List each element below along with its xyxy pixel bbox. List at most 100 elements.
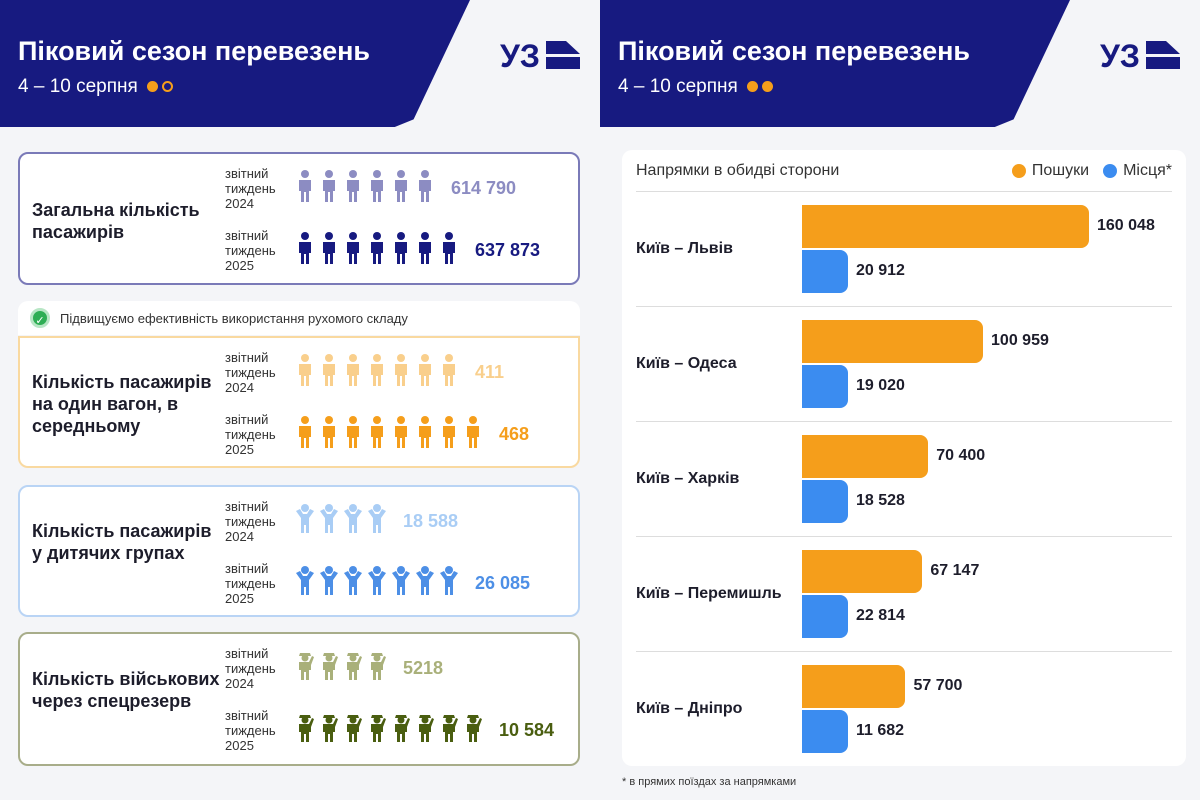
soldier-icon <box>299 715 314 742</box>
soldier-icon <box>323 715 338 742</box>
right-panel: Піковий сезон перевезень 4 – 10 серпня У… <box>600 0 1200 800</box>
soldier-icon <box>371 653 386 680</box>
chart-row: Київ – Львів 160 048 20 912 <box>636 191 1172 306</box>
icon-row <box>295 354 459 388</box>
header-banner <box>0 0 470 127</box>
soldier-icon <box>323 653 338 680</box>
card-title: Загальна кількість пасажирів <box>32 199 200 242</box>
stat-card: Кількість військових через спецрезерв зві… <box>18 632 580 766</box>
person-icon <box>419 354 431 386</box>
routes-chart: Напрямки в обидві сторони Пошуки Місця* … <box>622 150 1186 766</box>
period-label: звітний тиждень 2025 <box>225 561 276 606</box>
page-dot-active <box>762 81 774 93</box>
category-label: Київ – Перемишль <box>636 585 782 602</box>
soldier-icon <box>395 715 410 742</box>
bar-seats <box>802 480 848 523</box>
person-icon <box>323 416 335 448</box>
stat-value: 614 790 <box>451 178 517 198</box>
stat-value: 18 588 <box>403 511 459 531</box>
stat-value: 26 085 <box>475 573 531 593</box>
category-label: Київ – Львів <box>636 240 733 257</box>
check-icon: ✓ <box>30 308 50 328</box>
left-panel: Піковий сезон перевезень 4 – 10 серпня У… <box>0 0 580 766</box>
stat-card: Кількість пасажирів у дитячих групах звіт… <box>18 485 580 617</box>
person-icon <box>419 416 431 448</box>
icon-row <box>295 712 483 746</box>
efficiency-note: ✓ Підвищуємо ефективність використання ру… <box>18 301 580 335</box>
date-range: 4 – 10 серпня <box>18 76 174 98</box>
stat-value: 637 873 <box>475 240 541 260</box>
uz-logo-icon: УЗ <box>1100 38 1180 72</box>
page-title: Піковий сезон перевезень <box>618 36 971 66</box>
logo-text: УЗ <box>1100 38 1140 72</box>
period-label: звітний тиждень 2025 <box>225 708 276 753</box>
chart-row: Київ – Перемишль 67 147 22 814 <box>636 536 1172 651</box>
period-label: звітний тиждень 2024 <box>225 499 276 544</box>
legend-label: Місця* <box>1123 162 1172 179</box>
bar-value-label: 100 959 <box>991 332 1049 349</box>
soldier-icon <box>443 715 458 742</box>
person-icon <box>419 170 431 202</box>
bar-seats <box>802 250 848 293</box>
person-icon <box>371 232 383 264</box>
chart-row: Київ – Харків 70 400 18 528 <box>636 421 1172 536</box>
legend-item-searches: Пошуки <box>1008 162 1089 180</box>
bar-searches <box>802 550 923 593</box>
soldier-icon <box>299 653 314 680</box>
period-label: звітний тиждень 2025 <box>225 228 276 273</box>
category-label: Київ – Одеса <box>636 355 737 372</box>
person-icon <box>443 232 455 264</box>
legend-item-seats: Місця* <box>1099 162 1172 180</box>
person-icon <box>323 354 335 386</box>
stat-card: Кількість пасажирів на один вагон, в сер… <box>18 336 580 468</box>
person-icon <box>443 416 455 448</box>
date-range: 4 – 10 серпня <box>618 76 774 98</box>
chart-title: Напрямки в обидві сторони <box>636 162 840 179</box>
category-label: Київ – Харків <box>636 470 740 487</box>
chart-row: Київ – Одеса 100 959 19 020 <box>636 306 1172 421</box>
child-icon <box>320 566 338 595</box>
icon-row <box>295 650 387 684</box>
bar-seats <box>802 710 848 753</box>
bar-value-label: 20 912 <box>856 262 905 279</box>
legend: Пошуки Місця* <box>1008 162 1172 180</box>
header-banner <box>600 0 1070 127</box>
person-icon <box>299 354 311 386</box>
soldier-icon <box>467 715 482 742</box>
person-icon <box>299 170 311 202</box>
legend-swatch <box>1011 164 1026 178</box>
card-title: Кількість військових через спецрезерв <box>32 669 220 711</box>
bar-searches <box>802 205 1089 248</box>
child-icon <box>440 566 458 595</box>
bar-searches <box>802 665 906 708</box>
icon-row <box>295 416 483 450</box>
bar-value-label: 160 048 <box>1097 217 1155 234</box>
bar-seats <box>802 595 848 638</box>
page-title: Піковий сезон перевезень <box>18 36 371 66</box>
bar-seats <box>802 365 848 408</box>
person-icon <box>419 232 431 264</box>
stat-card: Загальна кількість пасажирів звітний тижде… <box>18 152 580 285</box>
footnote: * в прямих поїздах за напрямками <box>622 776 797 788</box>
soldier-icon <box>419 715 434 742</box>
person-icon <box>347 232 359 264</box>
icon-row <box>295 232 459 266</box>
chart-row: Київ – Дніпро 57 700 11 682 <box>636 651 1172 766</box>
icon-row <box>295 503 387 537</box>
person-icon <box>395 170 407 202</box>
category-label: Київ – Дніпро <box>636 700 743 717</box>
soldier-icon <box>371 715 386 742</box>
person-icon <box>371 416 383 448</box>
bar-value-label: 57 700 <box>913 677 963 694</box>
person-icon <box>371 170 383 202</box>
page-dot <box>747 81 759 93</box>
person-icon <box>299 232 311 264</box>
soldier-icon <box>347 715 362 742</box>
person-icon <box>371 354 383 386</box>
card-title: Кількість пасажирів у дитячих групах <box>32 521 212 563</box>
bar-value-label: 11 682 <box>856 722 905 739</box>
person-icon <box>347 170 359 202</box>
child-icon <box>344 566 362 595</box>
bar-value-label: 19 020 <box>856 377 905 394</box>
person-icon <box>443 354 455 386</box>
